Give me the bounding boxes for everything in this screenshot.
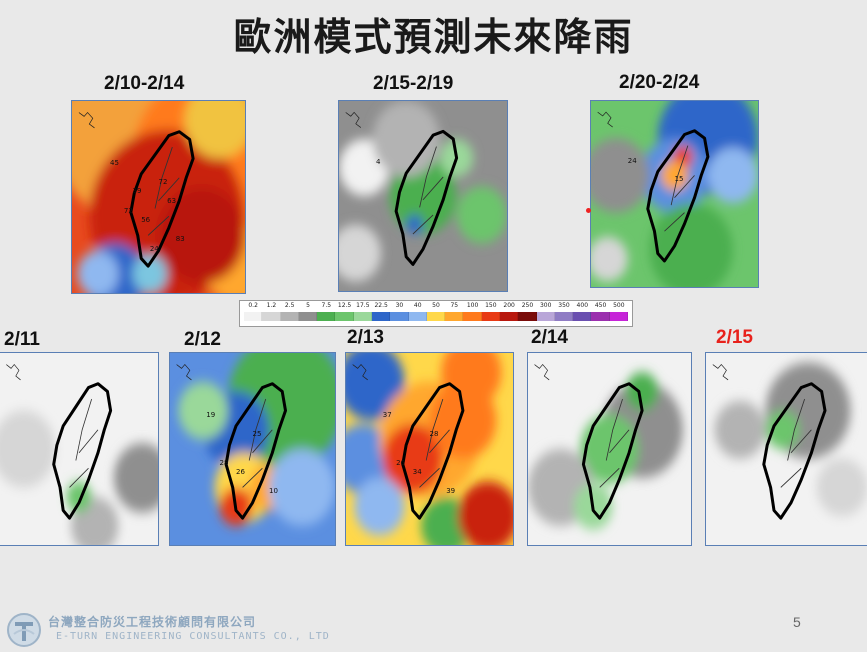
- colorbar-swatch: [427, 312, 445, 321]
- colorbar-swatch: [610, 312, 628, 321]
- colorbar-tick-label: 22.5: [374, 302, 387, 309]
- colorbar-tick-label: 250: [522, 302, 533, 309]
- colorbar-swatch: [244, 312, 262, 321]
- rainfall-map-2-15-2-19: 4: [338, 100, 508, 292]
- rainfall-value-label: 45: [110, 159, 119, 167]
- colorbar-tick-label: 17.5: [356, 302, 369, 309]
- page-number: 5: [793, 614, 801, 630]
- rainfall-value-label: 4: [376, 158, 380, 166]
- colorbar-swatch: [500, 312, 518, 321]
- colorbar-tick-label: 40: [414, 302, 422, 309]
- rainfall-map-graphic: [0, 353, 158, 545]
- colorbar-swatch: [335, 312, 353, 321]
- colorbar-swatch: [573, 312, 591, 321]
- colorbar-swatch: [281, 312, 299, 321]
- daily-label-1: 2/12: [184, 329, 221, 351]
- rainfall-value-label: 72: [159, 178, 168, 186]
- colorbar-tick-label: 12.5: [338, 302, 351, 309]
- rainfall-value-label: 15: [675, 175, 684, 183]
- colorbar-swatch: [299, 312, 317, 321]
- rainfall-value-label: 34: [413, 468, 422, 476]
- rainfall-map-2-13: 37 28 34 26 39: [345, 352, 514, 546]
- rainfall-value-label: 26: [236, 468, 245, 476]
- eturn-logo-icon: [6, 612, 42, 648]
- colorbar-tick-label: 2.5: [285, 302, 295, 309]
- colorbar-swatch: [262, 312, 280, 321]
- rainfall-map-2-10-2-14: 45 72 56 72 83 24 63 39: [71, 100, 246, 294]
- rainfall-value-label: 24: [628, 157, 637, 165]
- rainfall-colorbar: 0.2 1.2 2.5 5 7.5 12.5 17.5 22.5 30 40 50 75 100 150 2…: [239, 300, 633, 327]
- daily-label-2: 2/13: [347, 327, 384, 349]
- colorbar-tick-label: 7.5: [322, 302, 332, 309]
- panel-label-0: 2/10-2/14: [104, 73, 184, 95]
- colorbar-swatch: [591, 312, 609, 321]
- daily-label-4: 2/15: [716, 327, 753, 349]
- colorbar-tick-label: 400: [577, 302, 588, 309]
- colorbar-tick-label: 300: [540, 302, 551, 309]
- rainfall-map-2-20-2-24: 24 15: [590, 100, 759, 288]
- colorbar-tick-label: 1.2: [267, 302, 277, 309]
- colorbar-tick-label: 100: [467, 302, 478, 309]
- rainfall-value-label: 19: [206, 411, 215, 419]
- colorbar-tick-label: 500: [613, 302, 624, 309]
- colorbar-swatch: [518, 312, 536, 321]
- rainfall-map-graphic: [170, 353, 335, 545]
- colorbar-swatch: [372, 312, 390, 321]
- colorbar-ticks: 0.2 1.2 2.5 5 7.5 12.5 17.5 22.5 30 40 50 75 100 150 2…: [244, 302, 628, 311]
- colorbar-tick-label: 5: [306, 302, 310, 309]
- colorbar-tick-label: 200: [503, 302, 514, 309]
- colorbar-tick-label: 150: [485, 302, 496, 309]
- company-name-en: E-TURN ENGINEERING CONSULTANTS CO., LTD: [56, 631, 330, 642]
- colorbar-swatch: [409, 312, 427, 321]
- colorbar-swatch: [354, 312, 372, 321]
- colorbar-swatch: [445, 312, 463, 321]
- colorbar-tick-label: 450: [595, 302, 606, 309]
- colorbar-tick-label: 350: [558, 302, 569, 309]
- rainfall-value-label: 28: [220, 459, 229, 467]
- rainfall-value-label: 39: [133, 187, 142, 195]
- rainfall-value-label: 83: [176, 235, 185, 243]
- daily-label-3: 2/14: [531, 327, 568, 349]
- panel-label-1: 2/15-2/19: [373, 73, 453, 95]
- daily-label-0: 2/11: [4, 329, 40, 351]
- rainfall-value-label: 24: [150, 245, 159, 253]
- rainfall-map-2-15: [705, 352, 867, 546]
- rainfall-value-label: 28: [430, 430, 439, 438]
- rainfall-map-2-11: [0, 352, 159, 546]
- rainfall-value-label: 39: [446, 487, 455, 495]
- rainfall-value-label: 25: [253, 430, 262, 438]
- rainfall-value-label: 10: [269, 487, 278, 495]
- rainfall-map-graphic: [706, 353, 867, 545]
- rainfall-map-graphic: [528, 353, 691, 545]
- colorbar-tick-label: 0.2: [248, 302, 258, 309]
- colorbar-tick-label: 75: [450, 302, 458, 309]
- rainfall-value-label: 63: [167, 197, 176, 205]
- colorbar-swatch: [555, 312, 573, 321]
- marker-dot: [586, 208, 591, 213]
- page-title: 歐洲模式預測未來降雨: [0, 6, 867, 61]
- colorbar-swatch: [537, 312, 555, 321]
- colorbar-swatch: [463, 312, 481, 321]
- rainfall-map-graphic: [339, 101, 507, 291]
- rainfall-map-graphic: [591, 101, 758, 287]
- colorbar-swatch: [317, 312, 335, 321]
- company-name-cn: 台灣整合防災工程技術顧問有限公司: [48, 613, 256, 630]
- rainfall-map-2-12: 19 25 26 28 10: [169, 352, 336, 546]
- rainfall-value-label: 72: [124, 207, 133, 215]
- colorbar-strip: [244, 312, 628, 321]
- colorbar-swatch: [482, 312, 500, 321]
- colorbar-tick-label: 50: [432, 302, 440, 309]
- rainfall-value-label: 37: [383, 411, 392, 419]
- panel-label-2: 2/20-2/24: [619, 72, 699, 94]
- rainfall-map-graphic: [346, 353, 513, 545]
- colorbar-tick-label: 30: [396, 302, 404, 309]
- rainfall-map-2-14: [527, 352, 692, 546]
- rainfall-map-graphic: [72, 101, 245, 293]
- colorbar-swatch: [390, 312, 408, 321]
- rainfall-value-label: 56: [141, 216, 150, 224]
- rainfall-value-label: 26: [396, 459, 405, 467]
